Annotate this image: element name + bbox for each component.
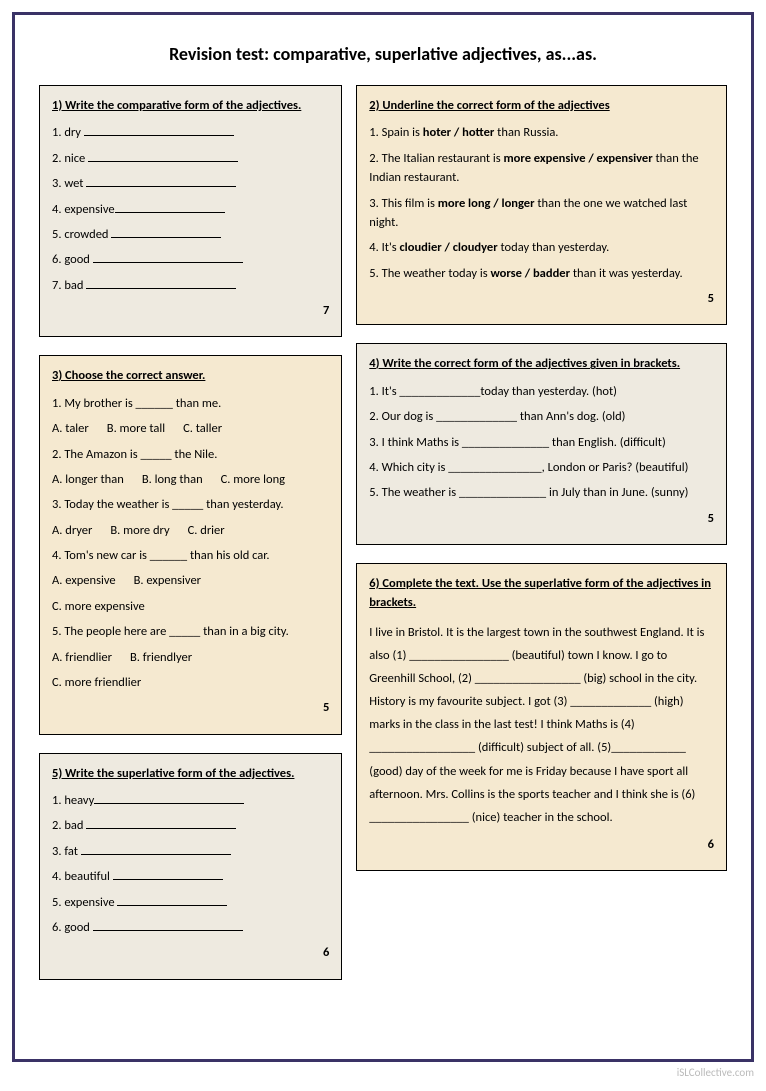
ex4-q3[interactable]: 3. I think Maths is ______________ than … (369, 433, 714, 452)
worksheet-page: Revision test: comparative, superlative … (12, 12, 754, 1062)
ex3-q2-opts[interactable]: A. longer thanB. long thanC. more long (52, 470, 329, 489)
left-column: 1) Write the comparative form of the adj… (39, 85, 342, 998)
ex3-q5c[interactable]: C. more friendlier (52, 673, 329, 692)
ex4-q2[interactable]: 2. Our dog is _____________ than Ann's d… (369, 407, 714, 426)
ex1-heading: 1) Write the comparative form of the adj… (52, 96, 329, 115)
ex3-q1-opts[interactable]: A. talerB. more tallC. taller (52, 419, 329, 438)
ex2-q2[interactable]: 2. The Italian restaurant is more expens… (369, 149, 714, 188)
ex1-item[interactable]: 4. expensive (52, 200, 329, 219)
ex1-item[interactable]: 1. dry (52, 123, 329, 142)
ex6-text[interactable]: I live in Bristol. It is the largest tow… (369, 621, 714, 829)
exercise-1: 1) Write the comparative form of the adj… (39, 85, 342, 337)
ex1-item[interactable]: 6. good (52, 250, 329, 269)
ex3-q5-opts[interactable]: A. friendlierB. friendlyer (52, 648, 329, 667)
exercise-2: 2) Underline the correct form of the adj… (356, 85, 727, 325)
ex3-q5: 5. The people here are _____ than in a b… (52, 622, 329, 641)
ex4-q1[interactable]: 1. It's _____________today than yesterda… (369, 382, 714, 401)
ex5-heading: 5) Write the superlative form of the adj… (52, 764, 329, 783)
exercise-5: 5) Write the superlative form of the adj… (39, 753, 342, 980)
ex5-item[interactable]: 4. beautiful (52, 867, 329, 886)
ex5-item[interactable]: 2. bad (52, 816, 329, 835)
ex2-q1[interactable]: 1. Spain is hoter / hotter than Russia. (369, 123, 714, 142)
ex2-q5[interactable]: 5. The weather today is worse / badder t… (369, 264, 714, 283)
ex2-q4[interactable]: 4. It's cloudier / cloudyer today than y… (369, 238, 714, 257)
ex1-item[interactable]: 2. nice (52, 149, 329, 168)
ex2-heading: 2) Underline the correct form of the adj… (369, 96, 714, 115)
ex1-item[interactable]: 7. bad (52, 276, 329, 295)
ex3-score: 5 (52, 698, 329, 717)
exercise-6: 6) Complete the text. Use the superlativ… (356, 563, 727, 871)
ex4-heading: 4) Write the correct form of the adjecti… (369, 354, 714, 373)
ex4-q4[interactable]: 4. Which city is _______________, London… (369, 458, 714, 477)
ex2-score: 5 (369, 289, 714, 308)
ex3-q4-opts[interactable]: A. expensiveB. expensiver (52, 571, 329, 590)
ex4-score: 5 (369, 509, 714, 528)
ex1-score: 7 (52, 301, 329, 320)
ex5-item[interactable]: 6. good (52, 918, 329, 937)
worksheet-title: Revision test: comparative, superlative … (39, 43, 727, 65)
ex3-q1: 1. My brother is ______ than me. (52, 394, 329, 413)
ex3-q2: 2. The Amazon is _____ the Nile. (52, 445, 329, 464)
ex5-item[interactable]: 1. heavy (52, 791, 329, 810)
columns: 1) Write the comparative form of the adj… (39, 85, 727, 998)
right-column: 2) Underline the correct form of the adj… (356, 85, 727, 998)
ex5-score: 6 (52, 943, 329, 962)
ex3-heading: 3) Choose the correct answer. (52, 366, 329, 385)
ex1-item[interactable]: 3. wet (52, 174, 329, 193)
exercise-3: 3) Choose the correct answer. 1. My brot… (39, 355, 342, 734)
ex3-q3-opts[interactable]: A. dryerB. more dryC. drier (52, 521, 329, 540)
ex2-q3[interactable]: 3. This film is more long / longer than … (369, 194, 714, 233)
ex5-item[interactable]: 5. expensive (52, 893, 329, 912)
watermark: iSLCollective.com (12, 1066, 754, 1079)
ex1-item[interactable]: 5. crowded (52, 225, 329, 244)
ex4-q5[interactable]: 5. The weather is ______________ in July… (369, 483, 714, 502)
exercise-4: 4) Write the correct form of the adjecti… (356, 343, 727, 545)
ex3-q4c[interactable]: C. more expensive (52, 597, 329, 616)
ex5-item[interactable]: 3. fat (52, 842, 329, 861)
ex3-q3: 3. Today the weather is _____ than yeste… (52, 495, 329, 514)
ex6-score: 6 (369, 835, 714, 854)
ex6-heading: 6) Complete the text. Use the superlativ… (369, 574, 714, 613)
ex3-q4: 4. Tom's new car is ______ than his old … (52, 546, 329, 565)
